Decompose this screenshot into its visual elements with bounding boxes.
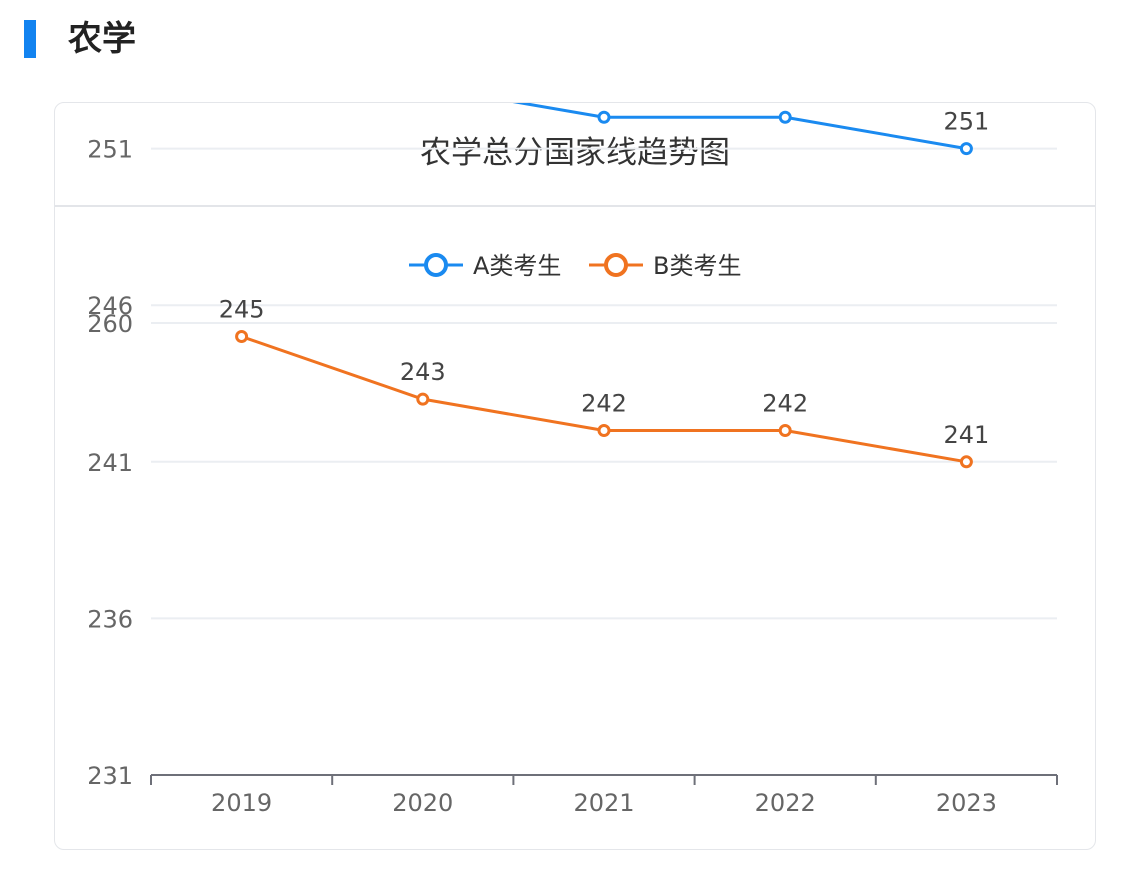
chart-card: 农学总分国家线趋势图 23123624124625125626020192020… bbox=[54, 102, 1096, 850]
x-tick-label: 2022 bbox=[755, 789, 816, 817]
data-label: 245 bbox=[219, 296, 265, 324]
data-label: 251 bbox=[943, 108, 989, 136]
data-label: 242 bbox=[762, 389, 808, 417]
y-tick-label: 231 bbox=[87, 762, 133, 790]
data-point bbox=[778, 110, 792, 124]
data-label: 252 bbox=[762, 103, 808, 104]
series-line bbox=[512, 103, 967, 151]
data-label: 243 bbox=[400, 358, 446, 386]
data-label: 241 bbox=[943, 421, 989, 449]
legend-marker bbox=[604, 253, 628, 277]
section-accent-bar bbox=[24, 20, 36, 58]
x-tick-label: 2023 bbox=[936, 789, 997, 817]
data-point bbox=[597, 423, 611, 437]
data-point bbox=[416, 392, 430, 406]
section-title: 农学 bbox=[68, 19, 136, 59]
y-tick-label: 260 bbox=[87, 310, 133, 338]
x-tick-label: 2021 bbox=[573, 789, 634, 817]
data-label: 252 bbox=[581, 103, 627, 104]
data-point bbox=[778, 423, 792, 437]
legend-marker bbox=[424, 253, 448, 277]
legend-label: B类考生 bbox=[653, 252, 741, 280]
legend-label: A类考生 bbox=[473, 252, 561, 280]
x-tick-label: 2019 bbox=[211, 789, 272, 817]
data-point bbox=[597, 110, 611, 124]
data-label: 242 bbox=[581, 389, 627, 417]
y-tick-label: 246 bbox=[87, 292, 133, 320]
data-point bbox=[959, 142, 973, 156]
line-chart: 2312362412462512562602019202020212022202… bbox=[87, 103, 1058, 817]
data-point bbox=[235, 330, 249, 344]
y-tick-label: 241 bbox=[87, 449, 133, 477]
chart-card-header: 农学总分国家线趋势图 bbox=[55, 103, 1095, 207]
y-tick-label: 251 bbox=[87, 136, 133, 164]
y-tick-label: 236 bbox=[87, 605, 133, 633]
x-tick-label: 2020 bbox=[392, 789, 453, 817]
chart-title: 农学总分国家线趋势图 bbox=[420, 135, 730, 171]
data-point bbox=[959, 455, 973, 469]
